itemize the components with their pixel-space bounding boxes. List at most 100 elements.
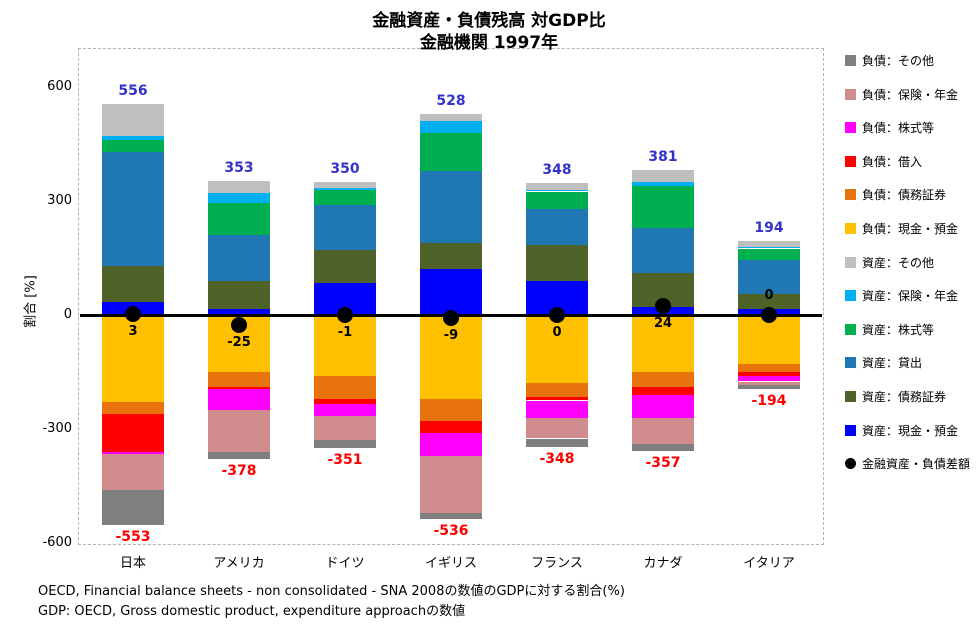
legend-item: 負債：債務証券 <box>845 186 946 203</box>
bar-segment <box>314 182 376 188</box>
asset-total-label: 350 <box>330 161 360 177</box>
bar-segment <box>420 132 482 171</box>
bar-segment <box>526 315 588 384</box>
legend-color-swatch <box>845 189 856 201</box>
bar-segment <box>738 385 800 389</box>
legend-label: 資産：株式等 <box>862 322 935 337</box>
legend-label: 資産：債務証券 <box>862 390 947 404</box>
bar-segment <box>208 410 270 452</box>
net-value-label: -25 <box>227 334 251 350</box>
bar-segment <box>632 394 694 418</box>
bar-segment <box>208 387 270 390</box>
bar-segment <box>314 440 376 449</box>
y-tick-label: 600 <box>47 79 72 94</box>
bar-segment <box>738 294 800 310</box>
bar-segment <box>738 364 800 372</box>
x-category-label: イギリス <box>424 556 477 571</box>
asset-total-label: 348 <box>542 161 572 178</box>
bar-segment <box>738 375 800 382</box>
bar-segment <box>314 315 376 376</box>
bar-segment <box>738 246 800 249</box>
legend-label: 負債：現金・預金 <box>862 222 959 236</box>
legend-item: 負債：現金・預金 <box>845 220 958 237</box>
bar-segment <box>632 315 694 372</box>
net-value-label: 0 <box>764 288 774 303</box>
bar-segment <box>420 269 482 315</box>
bar-segment <box>208 193 270 203</box>
asset-total-label: 556 <box>118 82 148 99</box>
legend-item: 資産：貸出 <box>845 354 922 371</box>
bar-segment <box>208 372 270 388</box>
net-value-label: 0 <box>552 325 562 340</box>
legend-label: 資産：その他 <box>862 255 935 270</box>
bar-segment <box>632 444 694 451</box>
bar-segment <box>314 187 376 190</box>
net-dot <box>125 305 141 322</box>
bar-segment <box>420 242 482 270</box>
bar-segment <box>632 185 694 228</box>
legend-label: 負債：債務証券 <box>862 188 947 203</box>
bar-segment <box>738 381 800 386</box>
bar-segment <box>526 191 588 209</box>
bar-segment <box>632 227 694 274</box>
x-category-label: カナダ <box>643 556 683 571</box>
legend-color-swatch <box>845 391 856 402</box>
bar-segment <box>102 151 164 266</box>
bar-segment <box>526 396 588 401</box>
bar-segment <box>102 103 164 137</box>
legend-color-swatch <box>845 424 856 436</box>
liability-total-label: -536 <box>433 522 469 539</box>
legend-item: 資産：株式等 <box>845 321 934 338</box>
legend-item: 資産：保険・年金 <box>845 287 958 304</box>
legend-item: 資産：債務証券 <box>845 388 946 405</box>
bar-segment <box>420 421 482 433</box>
asset-total-label: 353 <box>224 159 254 176</box>
bar-segment <box>102 402 164 414</box>
bar-segment <box>102 489 164 526</box>
bar-segment <box>738 248 800 260</box>
chart-title-line2: 金融機関 1997年 <box>419 33 559 53</box>
bar-segment <box>314 189 376 205</box>
legend-color-swatch <box>845 155 856 167</box>
bar-segment <box>102 136 164 141</box>
bar-segment <box>738 259 800 295</box>
net-dot <box>443 310 459 327</box>
plot-area <box>78 48 824 545</box>
bar-segment <box>526 383 588 397</box>
bar-segment <box>314 404 376 416</box>
legend-dot-marker <box>845 458 856 470</box>
legend-item: 金融資産・負債差額 <box>845 455 970 472</box>
bar-segment <box>420 398 482 422</box>
liability-total-label: -553 <box>115 529 151 546</box>
bar-segment <box>102 265 164 302</box>
legend-color-swatch <box>845 323 856 335</box>
bar-segment <box>632 372 694 388</box>
bar-segment <box>526 417 588 439</box>
source-notes: OECD, Financial balance sheets - non con… <box>38 582 625 622</box>
bar-segment <box>208 309 270 315</box>
net-dot <box>337 307 353 324</box>
net-dot <box>761 307 777 323</box>
bar-segment <box>738 241 800 247</box>
net-value-label: 24 <box>653 315 673 331</box>
x-category-label: アメリカ <box>213 556 265 571</box>
bar-segment <box>314 415 376 441</box>
bar-segment <box>632 170 694 182</box>
legend-item: 負債：株式等 <box>845 119 934 136</box>
bar-segment <box>102 413 164 452</box>
legend-item: 負債：保険・年金 <box>845 86 958 103</box>
bar-segment <box>420 121 482 133</box>
liability-total-label: -378 <box>221 462 257 479</box>
chart-title: 金融資産・負債残高 対GDP比 金融機関 1997年 <box>0 10 978 54</box>
net-dot <box>655 297 671 314</box>
asset-total-label: 194 <box>754 220 784 237</box>
bar-segment <box>102 140 164 152</box>
liability-total-label: -194 <box>751 392 787 409</box>
x-category-label: フランス <box>531 556 583 571</box>
legend-label: 負債：その他 <box>862 54 935 68</box>
bar-segment <box>632 182 694 186</box>
chart-title-line1: 金融資産・負債残高 対GDP比 <box>372 11 606 31</box>
bar-segment <box>526 400 588 418</box>
